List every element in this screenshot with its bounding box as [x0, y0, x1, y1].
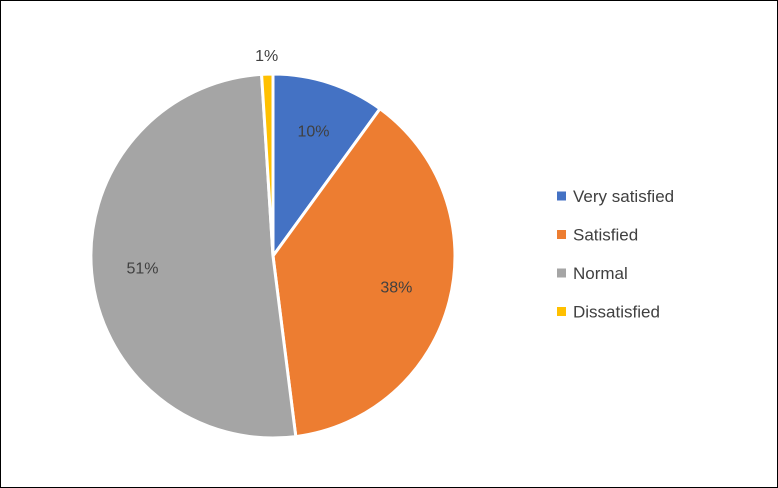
legend-swatch-very-satisfied: [557, 191, 566, 201]
legend-label-normal: Normal: [573, 264, 628, 283]
pie-slice-normal: [89, 72, 298, 440]
pie-slice-very-satisfied: [271, 72, 383, 261]
legend-swatch-satisfied: [557, 230, 566, 239]
legend-label-satisfied: Satisfied: [573, 226, 638, 245]
data-label-normal: 51%: [126, 260, 158, 277]
pie-slice-dissatisfied: [259, 72, 275, 257]
legend-label-dissatisfied: Dissatisfied: [573, 303, 660, 322]
pie-slice-satisfied: [271, 106, 457, 439]
legend-label-very-satisfied: Very satisfied: [573, 187, 674, 206]
pie-data-labels: 10% 38% 51% 1%: [126, 48, 412, 297]
legend: Very satisfied Satisfied Normal Dissatisfie…: [557, 187, 674, 322]
data-label-dissatisfied: 1%: [255, 48, 278, 65]
pie-slices: [89, 72, 457, 440]
data-label-satisfied: 38%: [380, 280, 412, 297]
legend-swatch-normal: [557, 268, 566, 278]
legend-swatch-dissatisfied: [557, 307, 566, 316]
data-label-very-satisfied: 10%: [297, 123, 329, 140]
